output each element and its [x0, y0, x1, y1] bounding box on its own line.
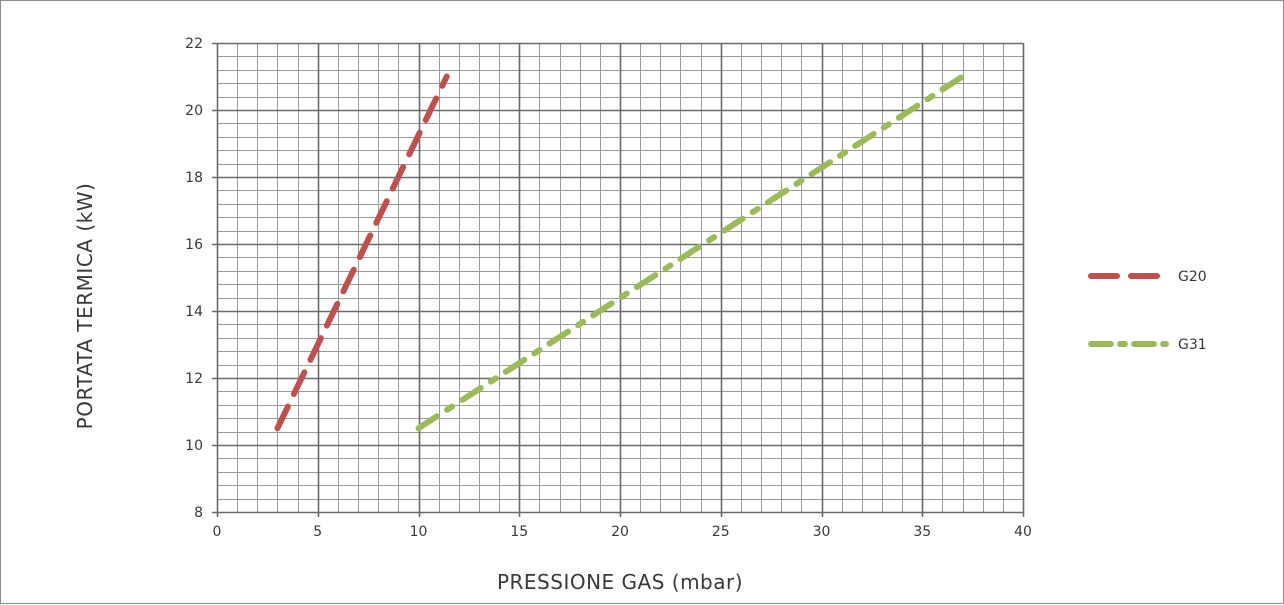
legend: G20 G31 — [1088, 269, 1207, 353]
x-tick-label: 5 — [313, 524, 322, 540]
x-tick-label: 15 — [510, 524, 528, 540]
x-tick-label: 10 — [410, 524, 428, 540]
legend-label-g20: G20 — [1178, 269, 1207, 285]
legend-label-g31: G31 — [1178, 337, 1207, 353]
y-tick-label: 10 — [185, 438, 203, 454]
y-tick-label: 20 — [185, 103, 203, 119]
y-tick-label: 16 — [185, 237, 203, 253]
major-grid — [212, 42, 1025, 517]
series-line-g31 — [415, 73, 966, 432]
y-tick-label: 8 — [194, 505, 203, 521]
y-tick-label: 12 — [185, 371, 203, 387]
x-tick-label: 20 — [611, 524, 629, 540]
x-tick-label: 35 — [913, 524, 931, 540]
y-tick-label: 22 — [185, 36, 203, 52]
y-tick-label: 18 — [185, 170, 203, 186]
x-tick-label: 30 — [813, 524, 831, 540]
series-line-g20 — [274, 73, 450, 432]
series-layer — [274, 73, 966, 432]
x-tick-label: 25 — [712, 524, 730, 540]
x-tick-label: 40 — [1014, 524, 1032, 540]
x-axis-title: PRESSIONE GAS (mbar) — [497, 570, 743, 594]
y-tick-label: 14 — [185, 304, 203, 320]
x-axis-tick-labels: 0 5 10 15 20 25 30 35 40 — [213, 524, 1032, 540]
x-tick-label: 0 — [213, 524, 222, 540]
y-axis-tick-labels: 8 10 12 14 16 18 20 22 — [185, 36, 203, 521]
y-axis-title: PORTATA TERMICA (kW) — [73, 183, 97, 430]
